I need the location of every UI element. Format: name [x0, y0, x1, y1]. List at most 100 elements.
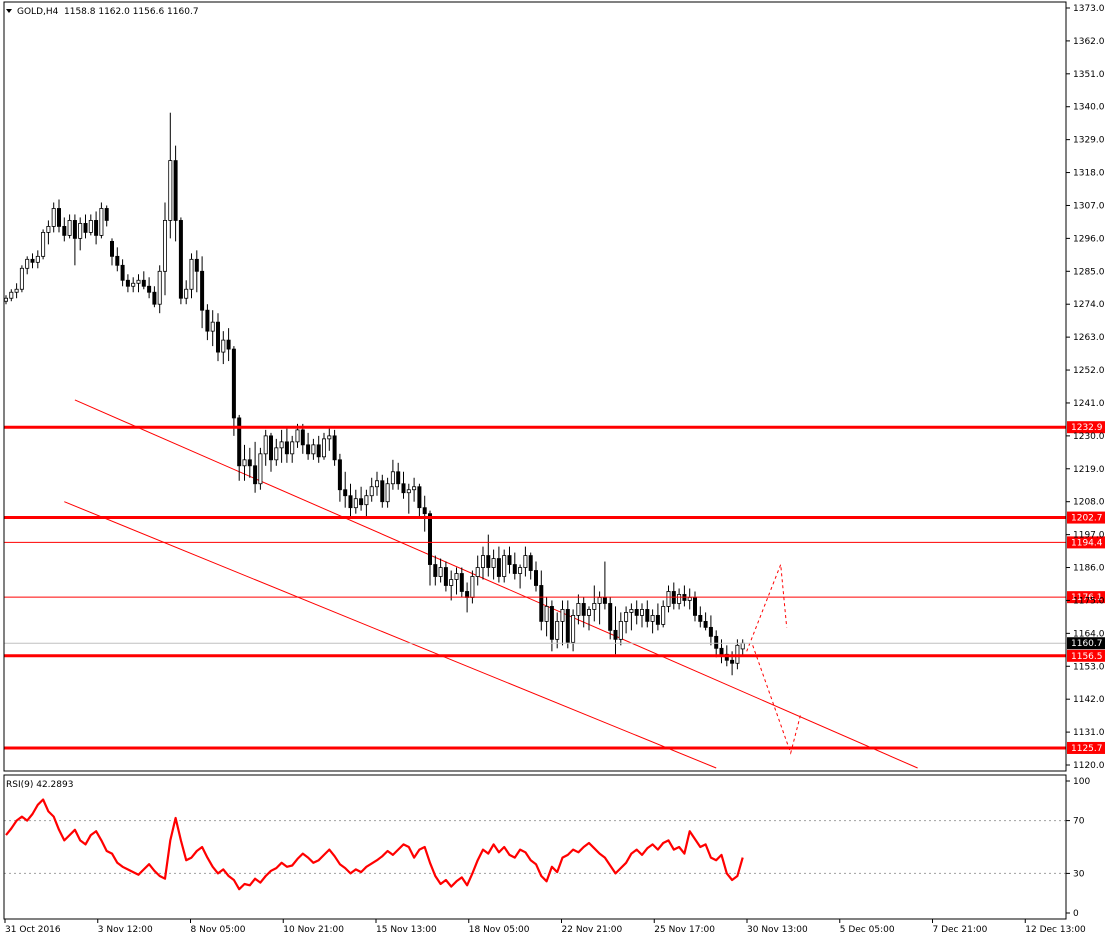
candle-body-bear [608, 603, 613, 631]
level-1160.7[interactable]: 1160.7 [4, 637, 1105, 650]
candle [534, 561, 539, 592]
candle-body-bull [587, 609, 592, 616]
candle-body-bear [427, 513, 432, 565]
candle [290, 435, 295, 463]
candle [306, 432, 311, 460]
candle [253, 441, 258, 493]
level-1125.7[interactable]: 1125.7 [4, 741, 1105, 754]
level-1232.9[interactable]: 1232.9 [4, 421, 1105, 434]
level-tag [1067, 591, 1105, 604]
level-tag-label: 1156.5 [1071, 652, 1103, 662]
candle-body-bear [268, 435, 273, 461]
candle-body-bear [719, 647, 724, 655]
trend-channel[interactable] [64, 399, 918, 769]
candle [486, 534, 491, 577]
candle [348, 483, 353, 517]
time-tick-label: 7 Dec 21:00 [933, 925, 988, 935]
candle-body-bear [634, 609, 639, 616]
price-tick-label: 1318.0 [1073, 169, 1105, 179]
candle-body-bear [655, 615, 660, 625]
candle-body-bear [539, 585, 544, 622]
candle-body-bull [406, 489, 411, 494]
candle-body-bear [730, 659, 735, 664]
price-tick-label: 1362.0 [1073, 37, 1105, 47]
candle-body-bull [327, 435, 332, 440]
level-1176.1[interactable]: 1176.1 [4, 591, 1105, 604]
price-tick-label: 1175.0 [1073, 596, 1105, 606]
candle [359, 486, 364, 511]
candle [380, 474, 385, 508]
candle [284, 426, 289, 463]
candle [480, 546, 485, 580]
candle-body-bull [290, 441, 295, 455]
price-tick-label: 1131.0 [1073, 728, 1105, 738]
candle [629, 603, 634, 631]
candle [88, 214, 93, 236]
channel-lower-line[interactable] [64, 501, 717, 769]
symbol-menu-arrow-icon[interactable] [6, 9, 12, 13]
candle [120, 259, 125, 287]
candle [221, 331, 226, 365]
candle-body-bear [30, 258, 35, 263]
candle [618, 612, 623, 646]
candle-body-bear [120, 264, 125, 281]
projection-down-path [752, 645, 802, 755]
candle-body-bull [618, 620, 623, 640]
candle-body-bull [544, 606, 549, 622]
candle [443, 561, 448, 592]
candle-body-bull [242, 459, 247, 467]
candle-body-bear [581, 603, 586, 616]
candle [67, 214, 72, 239]
candle [242, 444, 247, 481]
horizontal-levels[interactable]: 1232.9 1202.7 1194.4 1176.1 1160.7 1156.5 1125… [4, 421, 1105, 754]
candle-body-bear [528, 555, 533, 571]
candle-body-bear [284, 441, 289, 455]
candle-body-bear [253, 465, 258, 485]
candle-body-bear [173, 160, 178, 221]
candle-body-bull [157, 270, 162, 305]
candle-body-bull [666, 591, 671, 607]
candle-body-bear [200, 270, 205, 311]
candle [512, 552, 517, 580]
price-tick-label: 1186.0 [1073, 564, 1105, 574]
candle [51, 202, 56, 233]
candle-body-bull [46, 226, 51, 233]
candle [83, 214, 88, 239]
candle-body-bull [189, 258, 194, 290]
price-tick-label: 1219.0 [1073, 465, 1105, 475]
candle [300, 423, 305, 454]
level-tag-label: 1232.9 [1071, 423, 1103, 433]
candle [178, 217, 183, 305]
price-tick-label: 1252.0 [1073, 366, 1105, 376]
rsi-tick-label: 0 [1073, 909, 1079, 919]
candle [19, 265, 24, 293]
rsi-title: RSI(9) 42.2893 [6, 780, 73, 790]
candle [640, 603, 645, 628]
price-tick-label: 1241.0 [1073, 399, 1105, 409]
candle-body-bear [708, 626, 713, 637]
candle-body-bull [14, 288, 19, 293]
candle [491, 549, 496, 580]
candle-body-bear [141, 279, 146, 287]
candle-body-bull [560, 609, 565, 622]
candle-body-bull [412, 486, 417, 491]
candle [125, 274, 130, 293]
price-tick-label: 1153.0 [1073, 662, 1105, 672]
candle [544, 597, 549, 637]
candle [226, 328, 231, 362]
candle [194, 250, 199, 293]
level-1202.7[interactable]: 1202.7 [4, 511, 1105, 524]
candle-body-bear [237, 417, 242, 467]
candle [454, 567, 459, 595]
candle-body-bull [480, 555, 485, 568]
level-1194.4[interactable]: 1194.4 [4, 536, 1105, 549]
channel-upper-line[interactable] [74, 399, 918, 769]
time-tick-label: 22 Nov 21:00 [562, 925, 623, 935]
candle [14, 283, 19, 299]
price-tick-label: 1351.0 [1073, 70, 1105, 80]
candle [634, 600, 639, 625]
level-1156.5[interactable]: 1156.5 [4, 649, 1105, 662]
candle-body-bull [311, 444, 316, 455]
